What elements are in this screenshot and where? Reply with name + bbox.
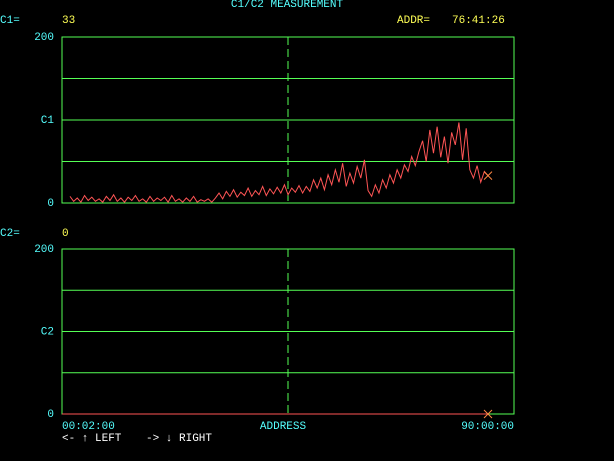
y-tick-label: 0 bbox=[47, 409, 54, 421]
c1-label: C1= bbox=[0, 15, 20, 27]
c2-value: 0 bbox=[62, 228, 69, 240]
y-tick-label: 200 bbox=[34, 244, 54, 256]
y-tick-label: 200 bbox=[34, 32, 54, 44]
y-tick-label: C2 bbox=[41, 326, 54, 338]
c2-label: C2= bbox=[0, 228, 20, 240]
help-right: -> ↓ RIGHT bbox=[146, 433, 212, 445]
addr-value: 76:41:26 bbox=[452, 15, 505, 27]
x-end-label: 90:00:00 bbox=[461, 421, 514, 433]
cursor-stroke bbox=[483, 409, 493, 419]
c1-value: 33 bbox=[62, 15, 75, 27]
x-axis-title: ADDRESS bbox=[260, 421, 307, 433]
help-left: <- ↑ LEFT bbox=[62, 433, 122, 445]
cursor bbox=[483, 409, 493, 419]
y-tick-label: C1 bbox=[41, 115, 55, 127]
cursor-stroke bbox=[483, 171, 493, 180]
y-tick-label: 0 bbox=[47, 198, 54, 210]
title: C1/C2 MEASUREMENT bbox=[231, 0, 344, 11]
cursor bbox=[483, 171, 493, 180]
signal-line bbox=[69, 122, 489, 204]
x-start-label: 00:02:00 bbox=[62, 421, 115, 433]
addr-label: ADDR= bbox=[397, 15, 430, 27]
